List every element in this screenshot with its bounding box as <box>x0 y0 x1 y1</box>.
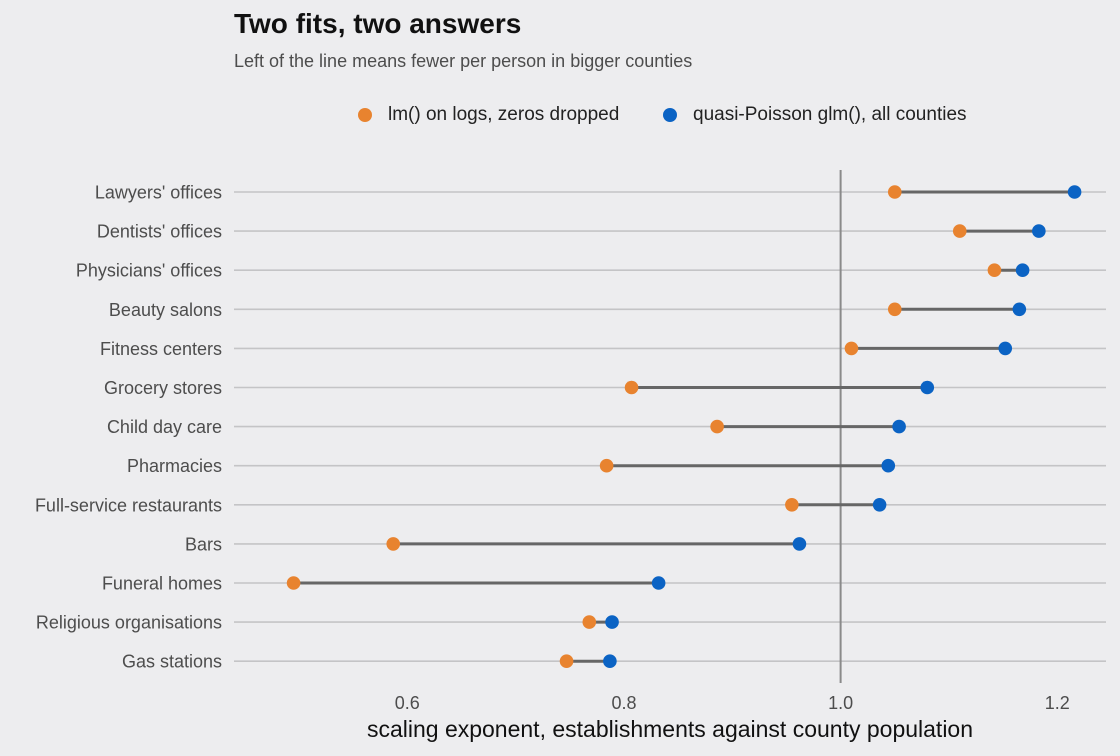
point-glm <box>1067 185 1082 199</box>
y-tick-label: Pharmacies <box>127 456 222 476</box>
point-glm <box>872 498 887 512</box>
point-lm <box>599 458 614 473</box>
point-lm <box>710 419 724 434</box>
y-tick-label: Dentists' offices <box>97 222 222 242</box>
y-tick-label: Child day care <box>107 417 222 437</box>
legend-label-glm: quasi-Poisson glm(), all counties <box>693 104 967 125</box>
chart-subtitle: Left of the line means fewer per person … <box>234 51 693 71</box>
point-glm <box>1012 302 1027 317</box>
point-glm <box>603 654 617 668</box>
point-glm <box>998 341 1013 356</box>
point-glm <box>881 458 896 473</box>
point-lm <box>844 341 859 356</box>
y-tick-label: Bars <box>185 534 222 554</box>
point-glm <box>792 537 807 551</box>
point-glm <box>1032 224 1046 238</box>
y-tick-label: Beauty salons <box>109 300 222 320</box>
point-lm <box>386 537 401 551</box>
y-tick-label: Fitness centers <box>100 339 222 359</box>
point-glm <box>605 615 619 629</box>
point-lm <box>785 498 799 512</box>
y-tick-label: Physicians' offices <box>76 261 222 281</box>
legend: lm() on logs, zeros dropped quasi-Poisso… <box>0 101 1120 129</box>
x-tick-label: 0.6 <box>395 693 420 713</box>
legend-marker-lm <box>358 108 372 122</box>
point-glm <box>892 419 906 434</box>
y-tick-label: Funeral homes <box>102 574 222 594</box>
point-lm <box>987 263 1002 278</box>
x-tick-label: 0.8 <box>611 693 636 713</box>
legend-item-glm: quasi-Poisson glm(), all counties <box>663 101 967 129</box>
point-glm <box>920 380 935 395</box>
point-lm <box>624 380 639 395</box>
point-glm <box>1015 263 1030 278</box>
point-lm <box>559 654 574 668</box>
y-tick-label: Religious organisations <box>36 613 222 633</box>
legend-marker-glm <box>663 108 677 122</box>
y-tick-label: Lawyers' offices <box>95 183 222 203</box>
point-lm <box>952 224 967 238</box>
chart-title: Two fits, two answers <box>234 8 522 39</box>
x-tick-label: 1.2 <box>1045 693 1070 713</box>
point-lm <box>286 576 301 590</box>
y-tick-label: Full-service restaurants <box>35 495 222 515</box>
y-tick-label: Gas stations <box>122 652 222 672</box>
point-lm <box>582 615 597 629</box>
x-tick-label: 1.0 <box>828 693 853 713</box>
y-tick-label: Grocery stores <box>104 378 222 398</box>
legend-label-lm: lm() on logs, zeros dropped <box>388 104 620 125</box>
legend-item-lm: lm() on logs, zeros dropped <box>358 101 619 129</box>
x-axis-label: scaling exponent, establishments against… <box>366 716 974 742</box>
point-lm <box>887 302 902 317</box>
point-lm <box>887 185 902 199</box>
point-glm <box>651 576 666 590</box>
